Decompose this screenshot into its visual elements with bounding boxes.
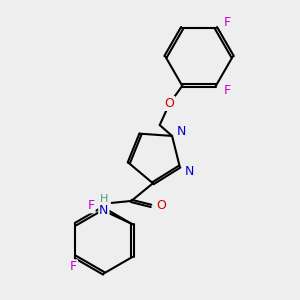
Text: O: O [156, 200, 166, 212]
Text: F: F [70, 260, 77, 273]
Text: N: N [177, 124, 187, 137]
Text: N: N [185, 165, 194, 178]
Text: O: O [165, 97, 175, 110]
Text: N: N [99, 204, 109, 217]
Text: H: H [100, 194, 108, 204]
Text: F: F [224, 84, 231, 97]
Text: F: F [88, 199, 95, 212]
Text: F: F [224, 16, 231, 29]
